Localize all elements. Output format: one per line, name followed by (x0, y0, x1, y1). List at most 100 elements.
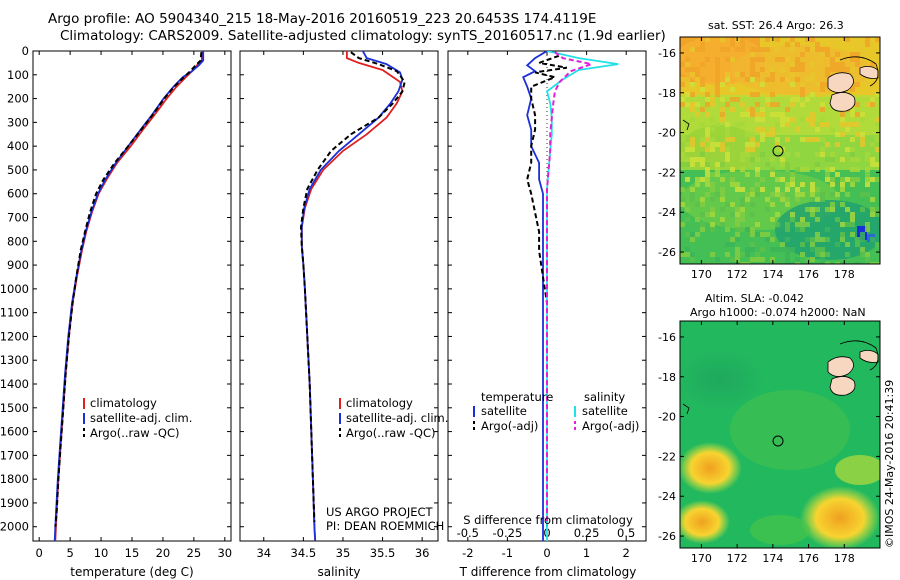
series-argo-raw-qc- (299, 51, 406, 523)
map-y-tick-label: -18 (658, 87, 676, 100)
x2-tick-label: 0.5 (617, 526, 635, 540)
depth-tick-label: 1600 (0, 425, 29, 439)
figure-title-line1: Argo profile: AO 5904340_215 18-May-2016… (48, 11, 597, 27)
salinity-frame (239, 50, 439, 542)
sla-map-axes: 170 172 174 176 178 -16 -18 -20 -22 -24 -26 (658, 321, 880, 565)
x-tick-label: 2 (623, 546, 630, 560)
sst-map-axes: 170 172 174 176 178 -16 -18 -20 -22 -24 -26 (658, 37, 880, 281)
temperature-legend-climatology: climatology (90, 396, 157, 410)
depth-tick-label: 700 (7, 211, 29, 225)
map-x-tick-label: 170 (691, 552, 712, 565)
map-x-tick-label: 172 (727, 552, 748, 565)
salinity-legend-climatology: climatology (346, 396, 413, 410)
project-line2: PI: DEAN ROEMMICH (326, 519, 444, 533)
depth-tick-label: 1300 (0, 353, 29, 367)
x2-tick-label: 0.25 (574, 526, 600, 540)
depth-tick-label: 1200 (0, 329, 29, 343)
depth-tick-label: 200 (7, 92, 29, 106)
salinity-legend: climatology satellite-adj. clim. Argo(..… (339, 396, 448, 440)
x-tick-label: 5 (66, 546, 73, 560)
map-y-tick-label: -16 (658, 331, 676, 344)
difference-legend-temperature-title: temperature (481, 390, 553, 404)
x-tick-label: 20 (156, 546, 171, 560)
difference-legend-t-argo: Argo(-adj) (481, 419, 538, 433)
sla-map-frame (679, 320, 881, 549)
map-y-tick-label: -22 (658, 166, 676, 179)
difference-legend-s-satellite: satellite (582, 404, 628, 418)
difference-legend: temperature salinity satellite Argo(-adj… (473, 390, 639, 433)
x-tick-label: 35 (336, 546, 351, 560)
depth-tick-label: 1100 (0, 306, 29, 320)
map-y-tick-label: -22 (658, 450, 676, 463)
map-y-tick-label: -20 (658, 127, 676, 140)
difference-xlabel: T difference from climatology (459, 565, 637, 579)
x-tick-label: 1 (583, 546, 590, 560)
depth-tick-label: 100 (7, 68, 29, 82)
series-argo-raw-qc- (54, 52, 203, 527)
sst-map: 170 172 174 176 178 -16 -18 -20 -22 -24 -26 sat. S… (658, 19, 881, 281)
x2-tick-label: -0.25 (493, 526, 523, 540)
depth-tick-label: 900 (7, 258, 29, 272)
map-x-tick-label: 178 (834, 268, 855, 281)
temperature-axes: 0100200300400500600700800900100011001200… (0, 44, 232, 560)
series-s-argo (546, 51, 596, 522)
x-tick-label: 36 (415, 546, 430, 560)
x-tick-label: 0 (543, 546, 550, 560)
sla-argo-location (772, 435, 784, 447)
sla-map: 170 172 174 176 178 -16 -18 -20 -22 -24 -26 Altim.… (658, 292, 881, 565)
depth-tick-label: 1000 (0, 282, 29, 296)
salinity-lines (299, 51, 406, 541)
temperature-legend-argo: Argo(..raw -QC) (90, 426, 180, 440)
series-t-satellite (522, 51, 548, 541)
depth-tick-label: 600 (7, 187, 29, 201)
map-x-tick-label: 174 (762, 552, 783, 565)
salinity-legend-argo: Argo(..raw -QC) (346, 426, 436, 440)
salinity-panel: 34 34.5 35 35.5 36 salinity climatology sate… (239, 50, 448, 579)
x-tick-label: 10 (94, 546, 109, 560)
sla-map-caption-line1: Altim. SLA: -0.042 (705, 292, 804, 305)
x-tick-label: 25 (187, 546, 202, 560)
map-x-tick-label: 170 (691, 268, 712, 281)
sla-map-caption-line2: Argo h1000: -0.074 h2000: NaN (690, 306, 866, 319)
project-line1: US ARGO PROJECT (326, 505, 434, 519)
sst-argo-location (772, 145, 784, 157)
x-tick-label: 15 (125, 546, 140, 560)
depth-tick-label: 1700 (0, 448, 29, 462)
difference-legend-salinity-title: salinity (584, 390, 625, 404)
sst-map-caption: sat. SST: 26.4 Argo: 26.3 (708, 19, 844, 32)
map-x-tick-label: 178 (834, 552, 855, 565)
map-y-tick-label: -26 (658, 246, 676, 259)
temperature-frame (32, 50, 232, 542)
x-tick-label: -2 (462, 546, 473, 560)
temperature-legend-satellite: satellite-adj. clim. (90, 411, 192, 425)
difference-legend-t-satellite: satellite (481, 404, 527, 418)
depth-tick-label: 800 (7, 234, 29, 248)
map-y-tick-label: -16 (658, 47, 676, 60)
salinity-legend-satellite: satellite-adj. clim. (346, 411, 448, 425)
temperature-legend: climatology satellite-adj. clim. Argo(..… (83, 396, 192, 440)
temperature-lines (53, 51, 205, 541)
map-y-tick-label: -18 (658, 371, 676, 384)
depth-tick-label: 2000 (0, 520, 29, 534)
salinity-axes: 34 34.5 35 35.5 36 (240, 50, 438, 560)
x-tick-label: 34 (256, 546, 271, 560)
map-y-tick-label: -20 (658, 411, 676, 424)
depth-tick-label: 500 (7, 163, 29, 177)
depth-tick-label: 1400 (0, 377, 29, 391)
difference-x2label: S difference from climatology (463, 513, 633, 527)
map-x-tick-label: 174 (762, 268, 783, 281)
map-x-tick-label: 176 (798, 268, 819, 281)
x-tick-label: 34.5 (291, 546, 317, 560)
depth-tick-label: 1500 (0, 401, 29, 415)
x-tick-label: 0 (36, 546, 43, 560)
depth-tick-label: 0 (22, 44, 29, 58)
depth-tick-label: 1900 (0, 496, 29, 510)
map-y-tick-label: -26 (658, 530, 676, 543)
salinity-xlabel: salinity (317, 565, 360, 579)
x-tick-label: 35.5 (370, 546, 396, 560)
temperature-panel: 0100200300400500600700800900100011001200… (0, 44, 232, 579)
sst-map-frame (679, 36, 881, 265)
map-x-tick-label: 176 (798, 552, 819, 565)
